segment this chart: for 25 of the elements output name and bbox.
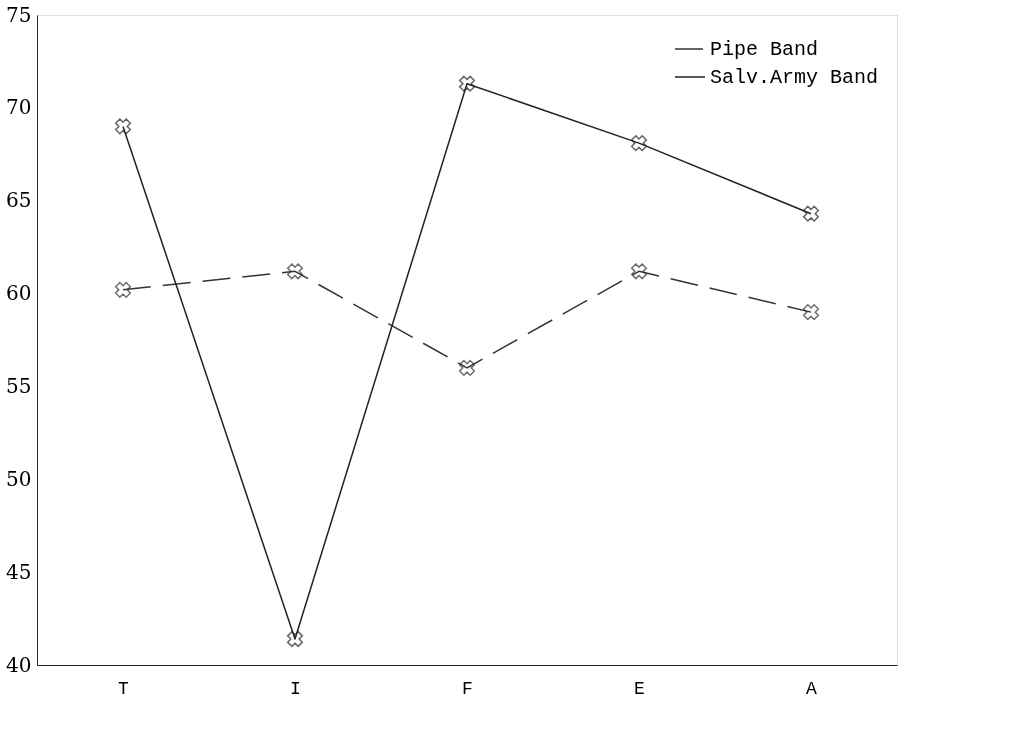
point: [802, 304, 820, 321]
y-tick-label: 55: [6, 373, 32, 398]
x-tick-label: T: [118, 678, 130, 699]
y-tick-label: 45: [6, 559, 32, 584]
y-tick-label: 40: [6, 652, 32, 677]
x-tick-label: E: [634, 678, 645, 699]
legend-label: Pipe Band: [710, 38, 819, 61]
point: [286, 263, 304, 280]
point: [114, 118, 132, 135]
y-tick-label: 75: [6, 2, 32, 27]
y-tick-label: 65: [6, 188, 32, 213]
point: [630, 263, 648, 280]
y-tick-label: 70: [6, 95, 32, 120]
x-tick-label: F: [462, 678, 473, 699]
x-tick-label: I: [290, 678, 301, 699]
y-tick-label: 60: [6, 281, 32, 306]
point: [458, 359, 476, 376]
point: [286, 630, 304, 648]
point: [630, 135, 648, 152]
point: [458, 75, 476, 92]
point: [114, 281, 132, 298]
y-tick-label: 50: [6, 466, 32, 491]
x-tick-label: A: [806, 678, 818, 699]
point: [802, 205, 820, 222]
legend-label: Salv.Army Band: [710, 66, 879, 89]
